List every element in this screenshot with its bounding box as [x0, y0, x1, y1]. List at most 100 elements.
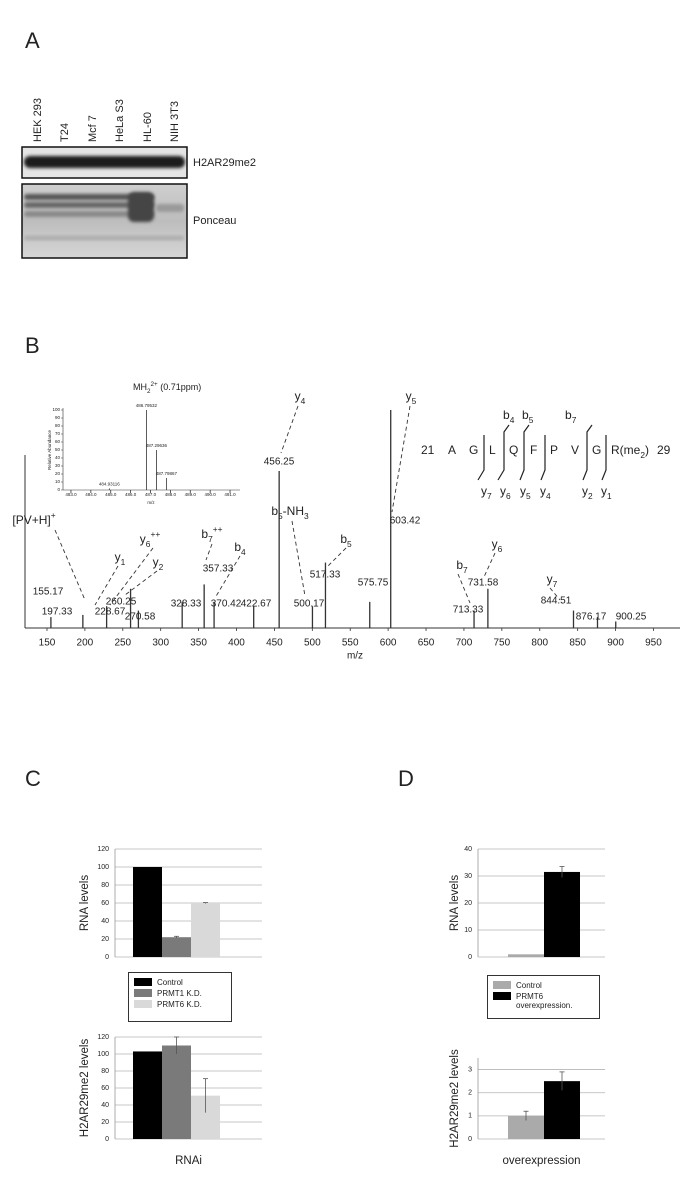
annotation-leader — [54, 529, 86, 601]
residue: L — [489, 443, 496, 457]
text-part: 5 — [278, 511, 283, 521]
text-part: MH — [133, 382, 147, 392]
text-part: y — [295, 389, 301, 403]
ion-annotation: b7 — [456, 558, 468, 575]
peptide-end: 29 — [657, 443, 671, 457]
peptide-brackets — [477, 424, 607, 481]
text-part: y — [601, 484, 607, 498]
y-ion: y1 — [601, 484, 612, 501]
text-part: b — [522, 408, 529, 422]
x-tick-label: 489.0 — [185, 492, 197, 497]
legend-entry: PRMT1 K.D. — [134, 989, 226, 998]
ion-annotation: b7++ — [201, 524, 222, 544]
y-tick-label: 20 — [101, 936, 109, 943]
blot-label: Ponceau — [193, 215, 236, 227]
lane-label: T24 — [59, 123, 71, 142]
y-tick-label: 30 — [55, 463, 61, 468]
x-tick-label: 491.0 — [224, 492, 236, 497]
y-tick-label: 1 — [468, 1113, 472, 1120]
residue: V — [571, 443, 579, 457]
text-part: y — [406, 389, 412, 403]
peak-label: 370.42 — [211, 599, 242, 610]
y-axis-label: H2AR29me2 levels — [79, 1039, 91, 1138]
y-tick-label: 120 — [97, 846, 109, 853]
x-tick-label: 700 — [456, 638, 473, 649]
ion-annotation: y2 — [153, 555, 164, 572]
text-part: 7 — [463, 565, 468, 575]
bar — [133, 1051, 162, 1139]
peak-label: 713.33 — [453, 605, 484, 616]
x-tick-label: 400 — [228, 638, 245, 649]
text-part: y — [115, 550, 121, 564]
y-tick-label: 60 — [55, 439, 61, 444]
y-tick-label: 60 — [101, 900, 109, 907]
x-tick-label: 484.0 — [85, 492, 97, 497]
bar — [508, 954, 544, 957]
y-tick-label: 0 — [57, 487, 60, 492]
text-part: y — [140, 532, 146, 546]
x-tick-label: 200 — [77, 638, 94, 649]
annotation-leader — [214, 555, 241, 599]
lane-label: HEK 293 — [32, 98, 44, 142]
peak-label: 487.79867 — [156, 471, 178, 476]
text-part: 7 — [572, 415, 577, 425]
text-part: y — [153, 555, 159, 569]
lane-label: NIH 3T3 — [169, 101, 181, 142]
bar — [544, 1081, 580, 1139]
text-part: 2 — [640, 450, 645, 460]
b-ion: b5 — [522, 408, 534, 425]
y-axis-label: Relative Abundance — [47, 429, 52, 470]
ion-annotation: y6 — [492, 537, 503, 554]
y-axis-label: RNA levels — [79, 875, 91, 931]
legend-swatch — [134, 1000, 152, 1008]
residue: G — [592, 443, 601, 457]
y-tick-label: 20 — [101, 1119, 109, 1126]
y-tick-label: 100 — [97, 864, 109, 871]
panel-label: C — [25, 766, 41, 791]
blot-ponceau — [21, 183, 188, 259]
peak-label: 260.25 — [106, 597, 137, 608]
lane-label: HeLa S3 — [114, 99, 126, 142]
x-axis-label: m/z — [147, 500, 155, 505]
ion-annotation: y4 — [295, 389, 306, 406]
panel-label: D — [398, 766, 414, 791]
x-tick-label: 486.0 — [125, 492, 137, 497]
y-tick-label: 10 — [464, 927, 472, 934]
text-part: b — [340, 532, 347, 546]
annotation-leader — [457, 573, 471, 604]
x-tick-label: 850 — [569, 638, 586, 649]
text-part: 6 — [506, 491, 511, 501]
annotation-leader — [483, 552, 496, 578]
y-ion: y2 — [582, 484, 593, 501]
x-tick-label: 490.0 — [205, 492, 217, 497]
ion-annotation: y1 — [115, 550, 126, 567]
peak-label: 731.58 — [468, 578, 499, 589]
text-part: + — [51, 510, 56, 520]
y-tick-label: 80 — [101, 882, 109, 889]
annotation-leader — [94, 565, 119, 606]
annotation-leader — [549, 587, 561, 601]
y-ion: y6 — [500, 484, 511, 501]
legend-entry: Control — [493, 981, 594, 990]
text-part: 5 — [412, 396, 417, 406]
legend-swatch — [134, 989, 152, 997]
annotation-leader — [124, 570, 158, 596]
x-tick-label: 450 — [266, 638, 283, 649]
peak-label: 155.17 — [33, 587, 64, 598]
legend-swatch — [493, 981, 511, 989]
text-part: 4 — [241, 547, 246, 557]
legend: Control PRMT1 K.D. PRMT6 K.D. — [128, 972, 232, 1022]
y-tick-label: 40 — [464, 846, 472, 853]
text-part: 5 — [529, 415, 534, 425]
text-part: 1 — [607, 491, 612, 501]
text-part: b — [234, 540, 241, 554]
annotation-leader — [205, 543, 213, 561]
ion-annotation: [PV+H]+ — [12, 510, 55, 527]
residue: A — [448, 443, 456, 457]
x-tick-label: 600 — [380, 638, 397, 649]
legend-label: Control — [516, 981, 542, 990]
modified-residue: R(me2) — [611, 443, 649, 460]
residue: F — [530, 443, 537, 457]
